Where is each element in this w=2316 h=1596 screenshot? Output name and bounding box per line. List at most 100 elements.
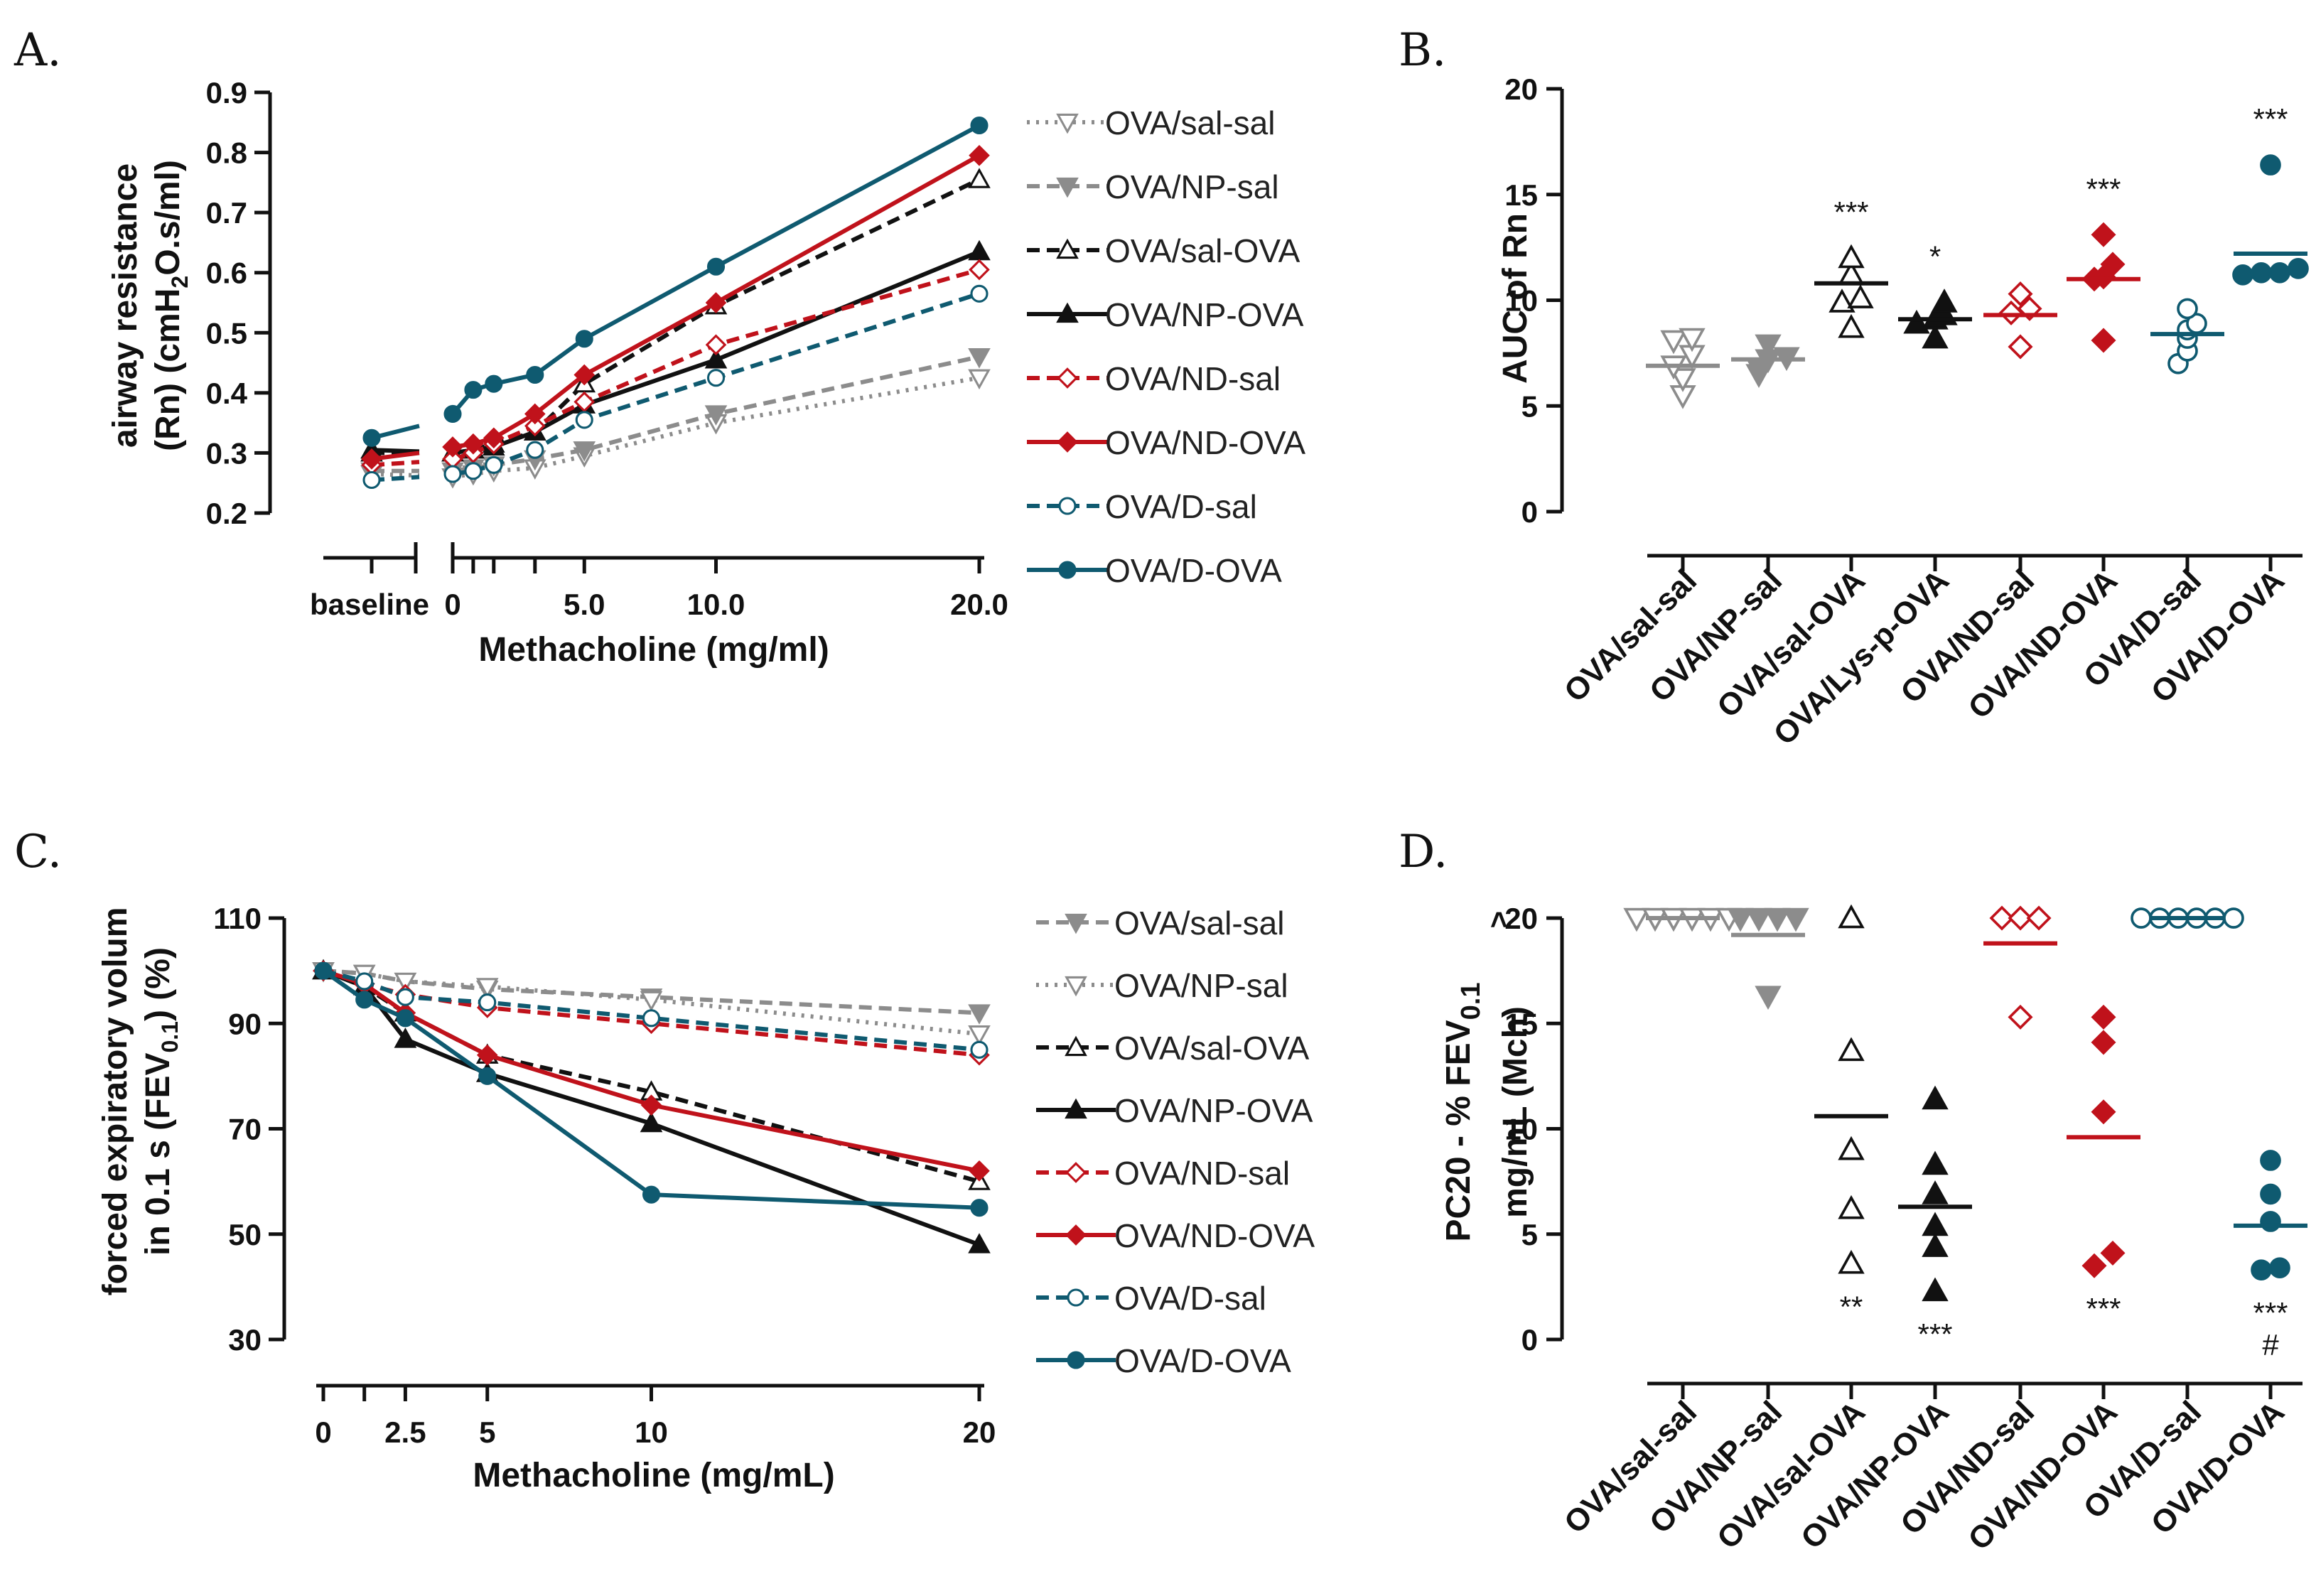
- data-point: [1922, 1150, 1949, 1175]
- data-point: [2008, 905, 2033, 931]
- series-OVA/D-OVA: [314, 961, 989, 1217]
- panel-c-series: [312, 959, 991, 1253]
- significance-label: ***: [1917, 1317, 1952, 1351]
- data-point: [2008, 1004, 2033, 1030]
- data-point: [394, 972, 417, 993]
- legend-marker: [1057, 367, 1078, 389]
- group-OVA/sal-OVA: **: [1814, 904, 1888, 1323]
- legend-item: OVA/D-OVA: [1027, 552, 1282, 589]
- data-point: [2017, 296, 2042, 321]
- data-point: [968, 1233, 991, 1253]
- data-point: [1922, 1233, 1949, 1257]
- legend-marker: [1056, 238, 1079, 259]
- data-point: [2260, 154, 2281, 176]
- legend-marker: [1065, 1162, 1087, 1183]
- panel-c-axes: 30 50 70 90 110 0 2.5 5 10 20: [213, 902, 996, 1449]
- data-point: [2251, 262, 2272, 284]
- y-tick-label: 50: [228, 1218, 262, 1251]
- legend-label: OVA/NP-OVA: [1105, 296, 1304, 333]
- legend-marker: [1056, 113, 1079, 134]
- y-tick-label: 0: [1521, 495, 1538, 529]
- panel-c: C. forced expiratory volum in 0.1 s (FEV…: [14, 826, 1315, 1494]
- series-line: [323, 969, 980, 1052]
- panel-a-legend: OVA/sal-sal OVA/NP-sal OVA/sal-OVA OVA/NP-O…: [1027, 104, 1305, 589]
- panel-c-ylabel-line2: in 0.1 s (FEV0.1) (%): [139, 947, 183, 1256]
- data-point: [1847, 284, 1874, 308]
- y-tick-label: 90: [228, 1007, 262, 1040]
- legend-item: OVA/ND-sal: [1027, 360, 1281, 397]
- legend-item: OVA/D-sal: [1036, 1280, 1266, 1317]
- group-OVA/NP-sal: [1727, 907, 1809, 1010]
- panel-b-ylabel: AUC of Rn: [1497, 213, 1534, 384]
- data-point: [1838, 1136, 1865, 1160]
- data-point: [314, 961, 333, 980]
- data-point: [1922, 1277, 1949, 1302]
- data-point: [1838, 904, 1865, 929]
- x-tick-label-baseline: baseline: [310, 588, 429, 621]
- data-point: [1623, 907, 1650, 932]
- data-point: [1727, 907, 1754, 932]
- y-tick-label: 30: [228, 1323, 262, 1357]
- legend-item: OVA/D-sal: [1027, 488, 1257, 525]
- legend-label: OVA/sal-OVA: [1114, 1030, 1310, 1067]
- data-point: [1669, 368, 1696, 392]
- data-point: [642, 1009, 661, 1028]
- data-point: [640, 1111, 663, 1133]
- legend-label: OVA/ND-sal: [1114, 1155, 1290, 1192]
- data-point: [2091, 1030, 2116, 1055]
- data-point: [2269, 1257, 2290, 1279]
- group-OVA/sal-sal: [1623, 907, 1743, 932]
- data-point: [1903, 309, 1930, 334]
- data-point: [969, 259, 990, 281]
- group-OVA/NP-sal: [1731, 334, 1805, 388]
- data-point: [573, 441, 596, 462]
- panel-b: B. AUC of Rn 05101520OVA/sal-salOVA/NP-s…: [1399, 24, 2309, 752]
- legend-item: OVA/sal-OVA: [1027, 232, 1300, 269]
- data-point: [524, 415, 546, 437]
- x-tick-label: 5.0: [564, 588, 605, 621]
- legend-label: OVA/D-sal: [1114, 1280, 1266, 1317]
- data-point: [1931, 289, 1958, 313]
- group-OVA/sal-sal: [1646, 328, 1720, 409]
- panel-a-xlabel: Methacholine (mg/ml): [478, 631, 829, 669]
- data-point: [705, 334, 727, 356]
- panel-c-xlabel: Methacholine (mg/mL): [473, 1457, 834, 1494]
- data-point: [475, 978, 499, 998]
- panel-b-label: B.: [1399, 24, 1446, 77]
- significance-label: ***: [2253, 1296, 2288, 1330]
- significance-label: ***: [2253, 102, 2288, 136]
- data-point: [2091, 1099, 2116, 1125]
- data-point: [1755, 334, 1782, 359]
- data-point: [526, 365, 544, 384]
- y-tick-label: 0.7: [206, 196, 247, 230]
- series-OVA/D-OVA: [362, 116, 989, 447]
- legend-label: OVA/sal-OVA: [1105, 232, 1300, 269]
- data-point: [970, 1199, 989, 1217]
- panel-a-ylabel-line2: (Rn) (cmH2O.s/ml): [149, 160, 193, 451]
- data-point: [2251, 1259, 2272, 1280]
- data-point: [1838, 313, 1865, 338]
- data-point: [573, 391, 596, 413]
- data-point: [2100, 1240, 2126, 1266]
- panel-d-label: D.: [1399, 826, 1448, 878]
- x-category-label: OVA/ND-OVA: [1961, 1394, 2124, 1557]
- data-point: [2288, 258, 2309, 279]
- x-tick-label: 10.0: [687, 588, 745, 621]
- data-point: [706, 369, 726, 387]
- data-point: [2131, 907, 2152, 929]
- significance-label: ***: [2086, 1292, 2121, 1325]
- group-OVA/ND-OVA: ***: [2067, 1004, 2140, 1325]
- legend-marker: [1065, 1098, 1087, 1119]
- group-OVA/D-OVA: ***: [2232, 102, 2309, 286]
- x-tick-label: 20.0: [950, 588, 1008, 621]
- legend-label: OVA/sal-sal: [1105, 104, 1275, 141]
- panel-a-ylabel-line1: airway resistance: [107, 163, 144, 448]
- data-point: [464, 381, 483, 399]
- significance-label: *: [1929, 239, 1941, 273]
- panel-d-ylabel-line2: mg/mL (Mch): [1497, 1006, 1534, 1218]
- significance-label-secondary: #: [2262, 1328, 2279, 1362]
- data-point: [970, 284, 989, 303]
- legend-item: OVA/sal-sal: [1036, 905, 1284, 942]
- data-point: [443, 404, 462, 423]
- group-OVA/Lys-p-OVA: *: [1898, 239, 1972, 349]
